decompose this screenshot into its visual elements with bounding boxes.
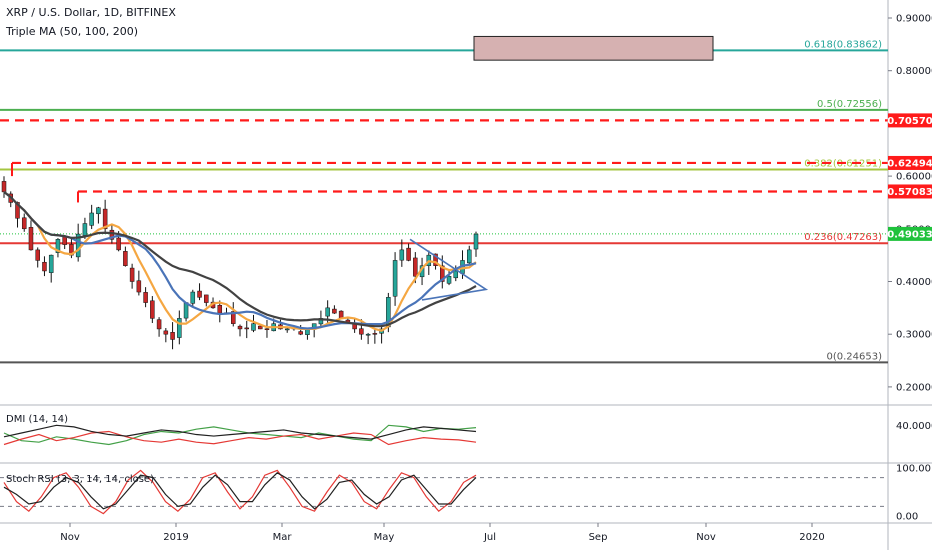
candle-body bbox=[75, 233, 81, 258]
fib-level-label: 0.618(0.83862) bbox=[804, 39, 882, 50]
candle-body bbox=[89, 212, 94, 226]
x-tick-label: 2019 bbox=[163, 532, 188, 543]
candle-body bbox=[332, 308, 337, 314]
candle-body bbox=[244, 327, 249, 330]
candle-body bbox=[284, 328, 290, 331]
candle-body bbox=[440, 265, 445, 282]
candle-body bbox=[204, 294, 209, 303]
candle-body bbox=[264, 328, 270, 330]
last-price-badge bbox=[888, 226, 932, 241]
dmi-minus-line bbox=[3, 430, 477, 446]
candle-body bbox=[82, 223, 88, 236]
triangle-pattern bbox=[409, 238, 489, 301]
candle-body bbox=[237, 325, 243, 330]
fib-level-label: 0.236(0.47263) bbox=[804, 232, 882, 243]
candle-body bbox=[102, 208, 108, 230]
candle-body bbox=[473, 233, 479, 250]
candle-body bbox=[62, 236, 67, 245]
x-tick-label: Sep bbox=[589, 532, 608, 543]
x-tick-label: Jul bbox=[483, 532, 496, 543]
candle-body bbox=[231, 311, 236, 324]
candle-body bbox=[35, 249, 40, 261]
candle-body bbox=[55, 239, 61, 253]
candle-body bbox=[399, 249, 405, 261]
x-tick-label: 2020 bbox=[799, 532, 824, 543]
candle-body bbox=[392, 260, 398, 297]
last-price-badge-text: 0.49033 bbox=[887, 229, 932, 240]
candle-body bbox=[446, 275, 452, 284]
candle-body bbox=[325, 307, 330, 317]
candle-body bbox=[136, 280, 142, 293]
candle-body bbox=[359, 328, 364, 335]
candle-body bbox=[190, 291, 196, 304]
candle-body bbox=[42, 261, 47, 272]
x-tick-label: Nov bbox=[696, 532, 716, 543]
candle-body bbox=[48, 254, 54, 273]
candle-body bbox=[433, 253, 438, 266]
candle-body bbox=[197, 290, 202, 298]
adx-line bbox=[3, 424, 477, 440]
candle-body bbox=[453, 270, 459, 279]
candle-body bbox=[163, 330, 169, 335]
x-tick-label: Mar bbox=[273, 532, 293, 543]
price-badge bbox=[888, 113, 932, 128]
candle-body bbox=[150, 300, 155, 319]
candle-body bbox=[21, 217, 27, 230]
ma-200-line bbox=[3, 191, 477, 328]
fib-level-label: 0.5(0.72556) bbox=[817, 99, 882, 110]
candle-body bbox=[251, 323, 256, 331]
price-badge bbox=[888, 184, 932, 199]
stoch-d-line bbox=[3, 472, 477, 510]
candle-body bbox=[156, 319, 162, 330]
price-badge-text: 0.57083 bbox=[887, 187, 932, 198]
candle-body bbox=[372, 333, 378, 335]
candle-body bbox=[365, 333, 371, 336]
x-tick-label: Nov bbox=[60, 532, 80, 543]
candle-body bbox=[177, 318, 182, 338]
candle-body bbox=[1, 181, 7, 193]
ma-100-line bbox=[3, 191, 477, 330]
stoch-y-tick-label: 100.00 bbox=[896, 464, 931, 475]
candle-body bbox=[96, 207, 101, 215]
price-badge-text: 0.62494 bbox=[887, 158, 932, 169]
stoch-y-tick-label: 0.00 bbox=[896, 512, 918, 523]
candle-body bbox=[298, 331, 303, 335]
stoch-pane-label: Stoch RSI (3, 3, 14, 14, close) bbox=[6, 474, 154, 485]
candle-body bbox=[15, 202, 20, 219]
candle-body bbox=[217, 305, 223, 314]
candle-body bbox=[467, 249, 472, 264]
candle-body bbox=[116, 237, 121, 251]
dmi-pane-label: DMI (14, 14) bbox=[6, 414, 69, 425]
candle-body bbox=[109, 229, 115, 240]
candle-body bbox=[413, 257, 418, 277]
candle-body bbox=[123, 251, 128, 266]
candle-body bbox=[406, 247, 411, 261]
indicator-title: Triple MA (50, 100, 200) bbox=[6, 25, 139, 38]
dmi-plus-line bbox=[3, 424, 477, 446]
x-tick-label: May bbox=[374, 532, 395, 543]
candle-body bbox=[170, 332, 175, 340]
price-badge-text: 0.70570 bbox=[887, 116, 932, 127]
target-zone-box bbox=[473, 35, 714, 61]
fib-level-label: 0(0.24653) bbox=[826, 351, 882, 362]
candle-body bbox=[143, 292, 148, 303]
symbol-title: XRP / U.S. Dollar, 1D, BITFINEX bbox=[6, 6, 176, 19]
stoch-k-line bbox=[3, 469, 477, 515]
candle-body bbox=[257, 325, 263, 330]
price-badge bbox=[888, 155, 932, 170]
candle-body bbox=[129, 267, 135, 282]
candle-body bbox=[28, 227, 34, 251]
ma-50-line bbox=[3, 191, 477, 332]
